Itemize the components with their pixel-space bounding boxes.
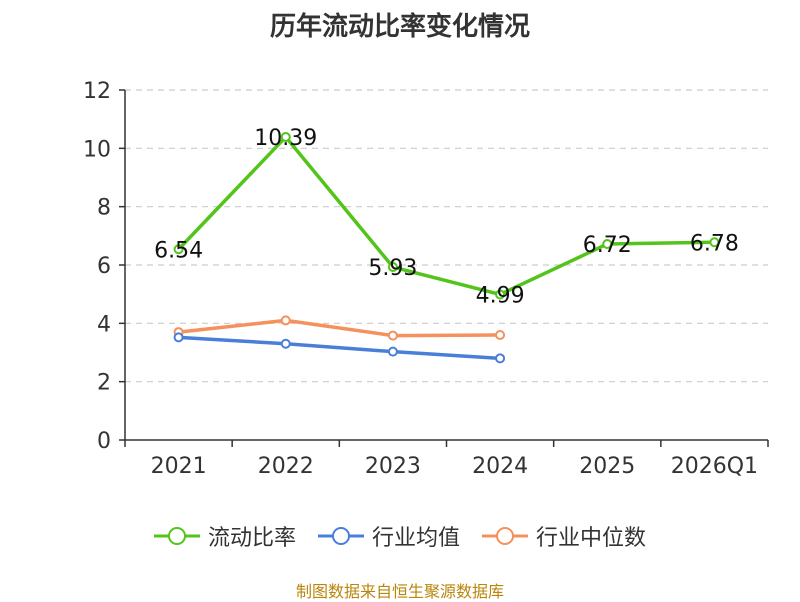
series-0-point <box>495 289 506 300</box>
line-chart: 0 2 4 6 8 10 12 2021 2022 2023 2024 2025 2026Q1 6.54 1… <box>83 79 769 479</box>
x-tick-label: 2025 <box>579 454 635 479</box>
series-2-point <box>387 330 398 341</box>
y-tick-label: 10 <box>83 137 111 162</box>
legend-swatch-industry-median <box>482 527 528 545</box>
series-0-point <box>387 262 398 273</box>
x-tick-label: 2021 <box>151 454 207 479</box>
series-1-point <box>280 338 291 349</box>
y-tick-label: 4 <box>97 312 111 337</box>
legend-item-current-ratio[interactable]: 流动比率 <box>153 520 296 552</box>
series-line-1 <box>178 335 501 361</box>
y-tick-label: 6 <box>97 254 111 279</box>
legend-swatch-current-ratio <box>153 527 200 545</box>
legend-label-industry-mean: 行业均值 <box>371 526 460 551</box>
series-1-point <box>173 332 184 343</box>
data-label: 6.72 <box>583 233 632 258</box>
series-line-2 <box>178 318 501 338</box>
data-label: 5.93 <box>368 256 417 281</box>
y-tick-label: 2 <box>97 371 111 396</box>
series-1-point <box>387 346 398 357</box>
series-2-point <box>280 315 291 326</box>
data-label: 4.99 <box>476 283 525 308</box>
series-1-point <box>495 353 506 364</box>
chart-title: 历年流动比率变化情况 <box>269 12 530 42</box>
legend-item-industry-median[interactable]: 行业中位数 <box>482 520 646 552</box>
y-tick-label: 0 <box>97 429 111 454</box>
x-tick-label: 2024 <box>472 454 528 479</box>
series-line-0 <box>177 135 715 297</box>
series-2-point <box>495 330 506 340</box>
y-tick-label: 8 <box>97 196 111 221</box>
legend-swatch-industry-mean <box>317 527 364 545</box>
x-tick-label: 2026Q1 <box>671 454 758 479</box>
x-tick-label: 2023 <box>365 454 421 479</box>
data-label: 6.54 <box>154 238 203 263</box>
data-label: 10.39 <box>254 126 317 151</box>
data-source-note: 制图数据来自恒生聚源数据库 <box>295 582 504 601</box>
y-tick-label: 12 <box>83 79 111 104</box>
legend-label-industry-median: 行业中位数 <box>536 526 647 551</box>
series-0-point <box>602 239 613 249</box>
series-0-point <box>709 237 720 248</box>
series-0-point <box>173 244 184 255</box>
legend-item-industry-mean[interactable]: 行业均值 <box>317 520 460 552</box>
x-tick-label: 2022 <box>258 454 314 479</box>
chart-legend: 流动比率 行业均值 行业中位数 <box>0 520 800 552</box>
data-label: 6.78 <box>690 231 739 256</box>
legend-label-current-ratio: 流动比率 <box>207 526 296 551</box>
series-0-point <box>280 131 291 142</box>
